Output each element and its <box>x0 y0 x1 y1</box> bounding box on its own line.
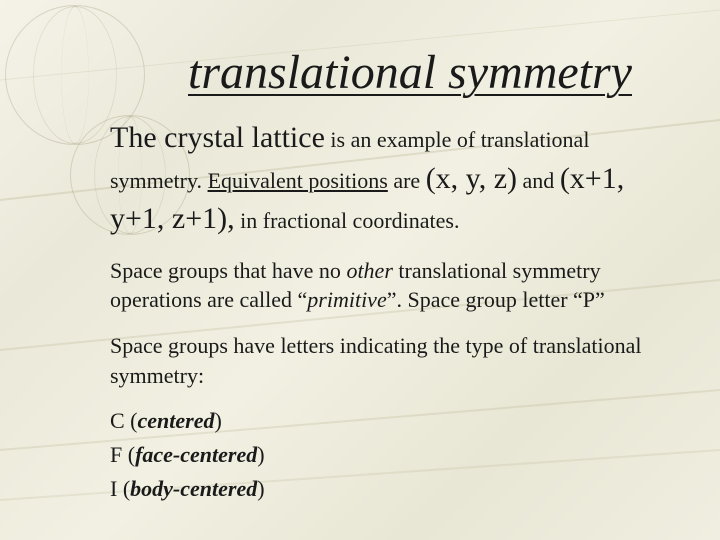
text-coord-1: (x, y, z) <box>426 162 517 195</box>
paragraph-1: The crystal lattice is an example of tra… <box>110 118 670 240</box>
text-p1-4: are <box>388 168 426 193</box>
text-equivalent-positions: Equivalent positions <box>208 168 388 193</box>
paragraph-3: Space groups have letters indicating the… <box>110 331 670 390</box>
text-p2-5: ”. Space group letter “P” <box>387 287 605 312</box>
text-p2-1: Space groups that have no <box>110 258 346 283</box>
text-i-label: body-centered <box>130 476 257 501</box>
text-c-close: ) <box>214 408 221 433</box>
slide-content: translational symmetry The crystal latti… <box>0 0 720 537</box>
text-f-close: ) <box>257 442 264 467</box>
text-f-label: face-centered <box>135 442 257 467</box>
text-c-letter: C ( <box>110 408 138 433</box>
list-body-centered: I (body-centered) <box>110 474 670 504</box>
text-i-letter: I ( <box>110 476 130 501</box>
text-primitive: primitive <box>307 287 386 312</box>
text-c-label: centered <box>138 408 215 433</box>
text-other: other <box>346 258 392 283</box>
list-face-centered: F (face-centered) <box>110 440 670 470</box>
text-crystal-lattice: The crystal lattice <box>110 121 325 154</box>
list-centered: C (centered) <box>110 406 670 436</box>
text-p1-6: and <box>517 168 560 193</box>
text-f-letter: F ( <box>110 442 135 467</box>
text-i-close: ) <box>257 476 264 501</box>
slide-title: translational symmetry <box>110 45 670 100</box>
paragraph-2: Space groups that have no other translat… <box>110 256 670 315</box>
text-p1-8: in fractional coordinates. <box>235 208 460 233</box>
